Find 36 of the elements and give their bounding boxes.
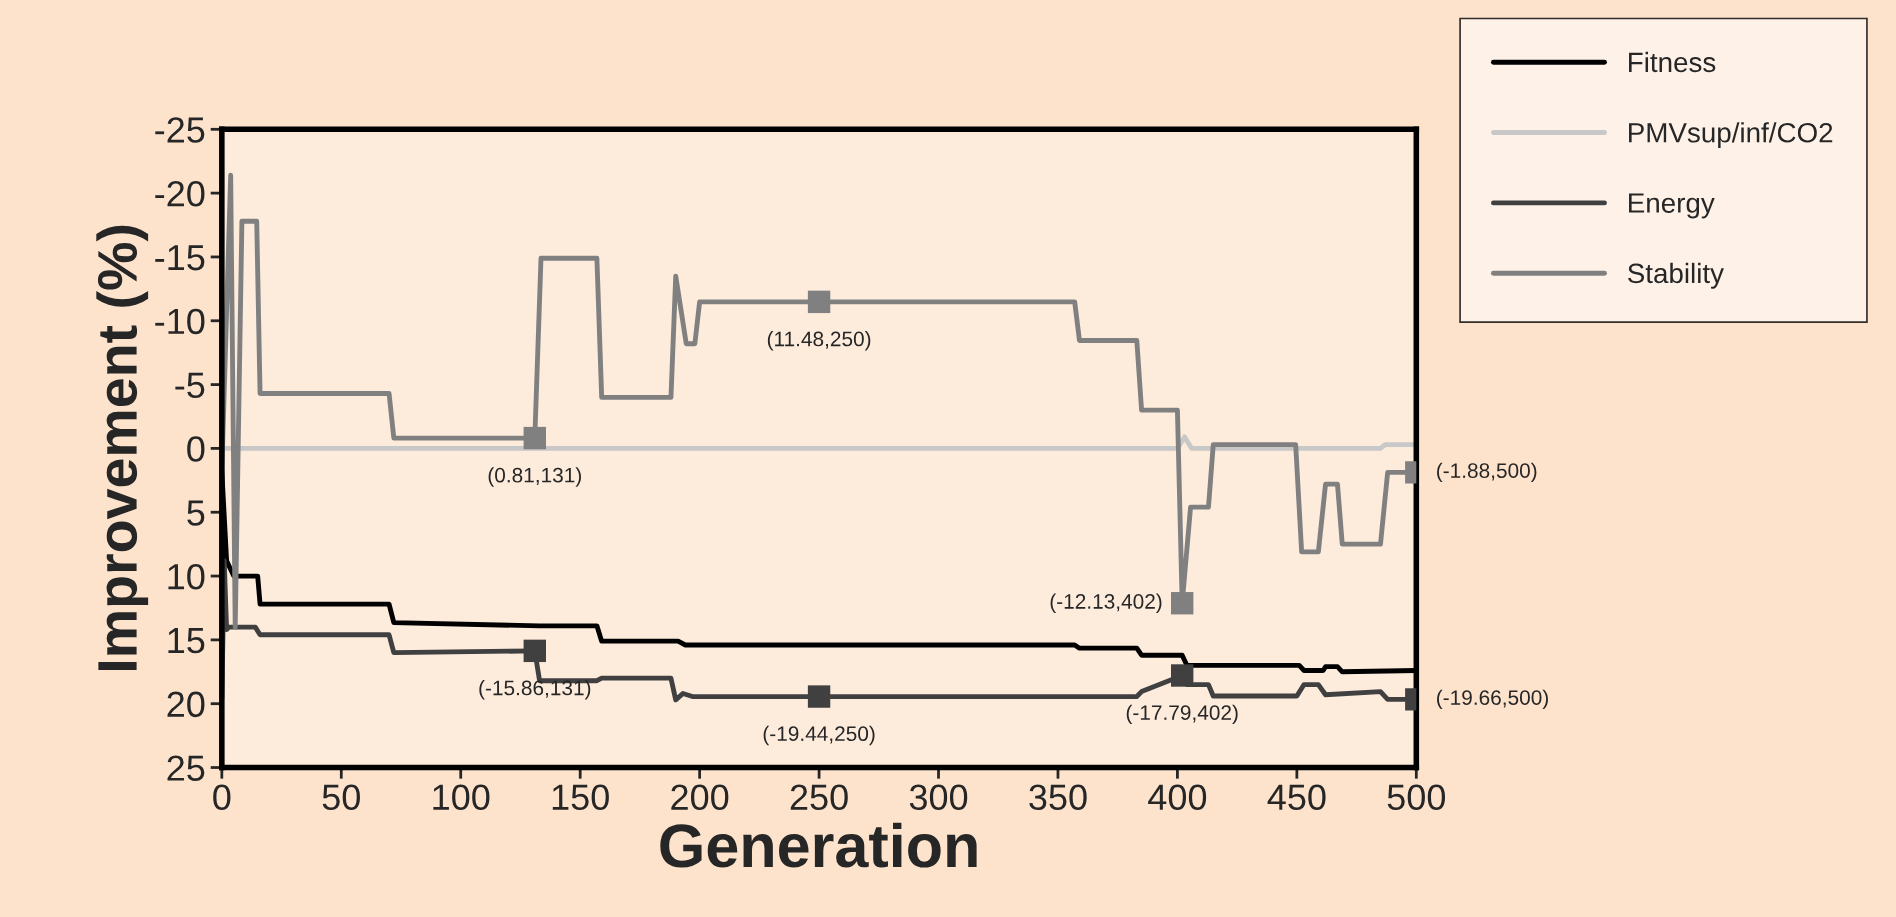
annotation: (-15.86,131) xyxy=(479,680,591,700)
legend-label: Fitness xyxy=(1629,51,1716,73)
y-tick-label: 0 xyxy=(187,436,205,462)
x-tick-label: 0 xyxy=(213,784,231,811)
x-tick-label: 50 xyxy=(322,784,360,811)
x-tick-label: 300 xyxy=(909,784,968,811)
y-tick-label: 10 xyxy=(168,563,205,590)
y-tick-label: 20 xyxy=(167,691,205,718)
x-tick-label: 150 xyxy=(552,784,609,811)
x-tick-label: 100 xyxy=(433,784,490,811)
y-tick-label: 25 xyxy=(167,755,205,781)
annotation: (0.81,131) xyxy=(488,467,581,487)
y-tick-label: -10 xyxy=(155,308,205,335)
annotation: (11.48,250) xyxy=(767,331,871,351)
annotation: (-19.66,500) xyxy=(1437,689,1548,710)
legend-label: Stability xyxy=(1628,262,1724,289)
y-tick-label: -20 xyxy=(155,180,205,207)
annotation: (-12.13,402) xyxy=(1050,593,1162,613)
x-tick-label: 350 xyxy=(1029,784,1087,811)
y-tick-label: -25 xyxy=(155,117,205,143)
x-tick-label: 500 xyxy=(1387,784,1446,811)
y-tick-label: -5 xyxy=(175,372,205,399)
annotation: (-17.79,402) xyxy=(1126,704,1238,725)
legend-label: Energy xyxy=(1629,193,1715,219)
y-axis-title: Improvement (%) xyxy=(96,225,149,671)
y-tick-label: 5 xyxy=(187,500,205,526)
y-tick-label: -15 xyxy=(155,245,205,271)
annotation: (-19.44,250) xyxy=(763,725,875,746)
annotation: (-1.88,500) xyxy=(1437,462,1537,483)
x-tick-label: 200 xyxy=(671,784,729,811)
x-tick-label: 400 xyxy=(1148,784,1207,811)
legend-label: PMVsup/inf/CO2 xyxy=(1629,122,1833,149)
y-tick-label: 15 xyxy=(168,628,205,654)
x-tick-label: 450 xyxy=(1267,784,1326,811)
x-axis-title: Generation xyxy=(660,822,977,868)
x-tick-label: 250 xyxy=(790,784,848,811)
